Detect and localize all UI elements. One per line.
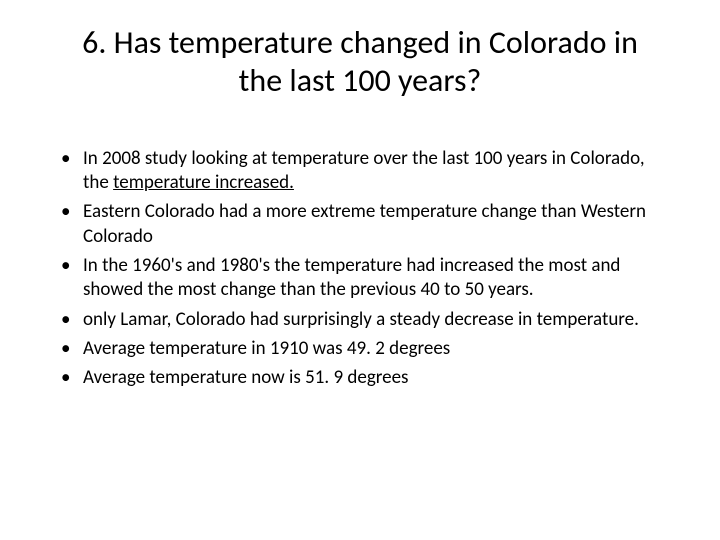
list-item: only Lamar, Colorado had surprisingly a … (55, 308, 665, 332)
bullet-text-underlined: temperature increased. (113, 171, 294, 194)
list-item: In the 1960's and 1980's the temperature… (55, 254, 665, 303)
list-item: Eastern Colorado had a more extreme temp… (55, 200, 665, 249)
bullet-list: In 2008 study looking at temperature ove… (55, 147, 665, 391)
list-item: Average temperature now is 51. 9 degrees (55, 366, 665, 390)
bullet-text: In the 1960's and 1980's the temperature… (83, 254, 620, 301)
bullet-text: only Lamar, Colorado had surprisingly a … (83, 308, 639, 331)
list-item: In 2008 study looking at temperature ove… (55, 147, 665, 196)
slide-title: 6. Has temperature changed in Colorado i… (55, 24, 665, 101)
bullet-text: Eastern Colorado had a more extreme temp… (83, 200, 646, 247)
bullet-text: Average temperature in 1910 was 49. 2 de… (83, 337, 450, 360)
list-item: Average temperature in 1910 was 49. 2 de… (55, 337, 665, 361)
bullet-text: Average temperature now is 51. 9 degrees (83, 366, 408, 389)
